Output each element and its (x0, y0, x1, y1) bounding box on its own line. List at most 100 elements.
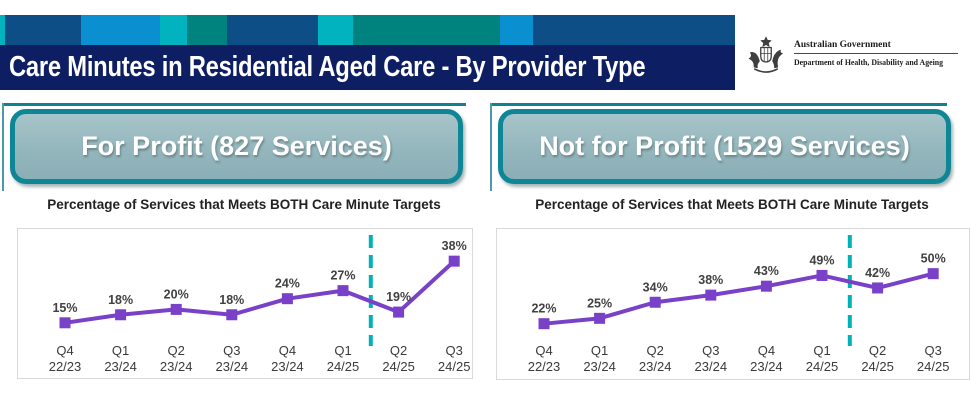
chart-not-for-profit: 22% Q4 22/23 25% Q1 23/24 34% Q2 23/24 38% Q3 23/24… (496, 228, 970, 380)
data-point-marker[interactable] (872, 282, 884, 294)
data-label: 43% (754, 264, 779, 278)
strip-segment (318, 15, 353, 45)
data-point-marker[interactable] (448, 255, 460, 267)
x-axis-label-quarter: Q4 (56, 343, 73, 358)
x-axis-label-quarter: Q3 (925, 343, 942, 358)
data-point-marker[interactable] (115, 309, 127, 321)
data-label: 38% (442, 239, 467, 253)
line-chart-for-profit[interactable]: 15%Q422/2318%Q123/2420%Q223/2418%Q323/24… (18, 229, 472, 378)
data-point-marker[interactable] (816, 269, 828, 281)
data-point-marker[interactable] (538, 318, 550, 330)
strip-segment (500, 15, 533, 45)
data-point-marker[interactable] (760, 280, 772, 292)
x-axis-label-year: 22/23 (49, 359, 82, 374)
data-point-marker[interactable] (226, 309, 238, 321)
data-point-marker[interactable] (705, 289, 717, 301)
x-axis-label-year: 24/25 (861, 359, 894, 374)
data-point-marker[interactable] (927, 268, 939, 280)
x-axis-label-year: 24/25 (438, 359, 471, 374)
x-axis-label-quarter: Q3 (446, 343, 463, 358)
x-axis-label-quarter: Q3 (223, 343, 240, 358)
not-for-profit-button[interactable]: Not for Profit (1529 Services) (498, 109, 951, 184)
data-label: 15% (52, 301, 77, 315)
line-chart-not-for-profit[interactable]: 22%Q422/2325%Q123/2434%Q223/2438%Q323/24… (497, 229, 969, 379)
x-axis-label-year: 23/24 (750, 359, 783, 374)
not-for-profit-button-label: Not for Profit (1529 Services) (539, 131, 910, 161)
logo-government-text: Australian Government (794, 40, 891, 50)
x-axis-label-quarter: Q1 (334, 343, 351, 358)
x-axis-label-quarter: Q4 (535, 343, 552, 358)
australian-government-logo: Australian Government Department of Heal… (745, 31, 971, 91)
x-axis-label-year: 23/24 (583, 359, 616, 374)
x-axis-label-year: 23/24 (695, 359, 728, 374)
data-point-marker[interactable] (594, 312, 606, 324)
x-axis-label-year: 24/25 (806, 359, 839, 374)
x-axis-label-year: 23/24 (104, 359, 137, 374)
header-color-strip (0, 15, 735, 45)
data-label: 50% (921, 252, 946, 266)
data-point-marker[interactable] (170, 303, 182, 315)
data-label: 27% (330, 269, 355, 283)
data-label: 20% (164, 287, 189, 301)
panel-not-for-profit: Not for Profit (1529 Services) Percentag… (490, 103, 970, 388)
data-label: 18% (108, 293, 133, 307)
panel-top-accent-line (490, 103, 947, 106)
x-axis-label-year: 22/23 (528, 359, 561, 374)
strip-segment (160, 15, 187, 45)
data-label: 42% (865, 266, 890, 280)
x-axis-label-quarter: Q1 (112, 343, 129, 358)
x-axis-label-quarter: Q2 (168, 343, 185, 358)
x-axis-label-quarter: Q1 (591, 343, 608, 358)
chart-for-profit: 15% Q4 22/23 18% Q1 23/24 20% Q2 23/24 18% Q3 23/24… (17, 228, 473, 379)
strip-segment (5, 15, 81, 45)
title-bar: Care Minutes in Residential Aged Care - … (0, 45, 735, 90)
x-axis-label-quarter: Q1 (813, 343, 830, 358)
strip-segment (353, 15, 500, 45)
for-profit-button[interactable]: For Profit (827 Services) (10, 109, 463, 184)
data-label: 18% (219, 293, 244, 307)
x-axis-label-year: 24/25 (327, 359, 360, 374)
x-axis-label-year: 23/24 (216, 359, 249, 374)
x-axis-label-year: 24/25 (917, 359, 950, 374)
data-label: 19% (386, 290, 411, 304)
x-axis-label-quarter: Q4 (758, 343, 775, 358)
page-title: Care Minutes in Residential Aged Care - … (9, 51, 646, 83)
strip-segment (81, 15, 160, 45)
strip-segment (227, 15, 318, 45)
x-axis-label-year: 23/24 (271, 359, 304, 374)
data-point-marker[interactable] (393, 306, 405, 318)
panel-for-profit: For Profit (827 Services) Percentage of … (2, 103, 473, 388)
data-label: 34% (643, 280, 668, 294)
data-point-marker[interactable] (649, 296, 661, 308)
logo-divider (794, 53, 958, 54)
x-axis-label-quarter: Q3 (702, 343, 719, 358)
logo-department-text: Department of Health, Disability and Age… (794, 57, 944, 67)
panel-left-accent-line (2, 103, 4, 191)
panel-left-accent-line (490, 103, 492, 191)
trend-line (63, 259, 457, 325)
data-point-marker[interactable] (59, 317, 71, 329)
data-label: 24% (275, 277, 300, 291)
x-axis-label-quarter: Q2 (869, 343, 886, 358)
strip-segment (187, 15, 227, 45)
chart-title: Percentage of Services that Meets BOTH C… (535, 197, 929, 212)
x-axis-label-quarter: Q4 (279, 343, 296, 358)
x-axis-label-quarter: Q2 (390, 343, 407, 358)
data-label: 25% (587, 296, 612, 310)
strip-segment (533, 15, 735, 45)
data-label: 38% (698, 273, 723, 287)
x-axis-label-year: 24/25 (382, 359, 415, 374)
data-point-marker[interactable] (337, 285, 349, 297)
trend-line (542, 271, 936, 326)
panel-top-accent-line (2, 103, 466, 106)
coat-of-arms-icon (748, 36, 783, 73)
x-axis-label-year: 23/24 (639, 359, 672, 374)
for-profit-button-label: For Profit (827 Services) (81, 131, 392, 161)
data-label: 22% (531, 302, 556, 316)
data-label: 49% (809, 253, 834, 267)
data-point-marker[interactable] (281, 293, 293, 305)
strip-segment (0, 15, 5, 45)
x-axis-label-quarter: Q2 (647, 343, 664, 358)
x-axis-label-year: 23/24 (160, 359, 193, 374)
chart-title: Percentage of Services that Meets BOTH C… (47, 197, 441, 212)
